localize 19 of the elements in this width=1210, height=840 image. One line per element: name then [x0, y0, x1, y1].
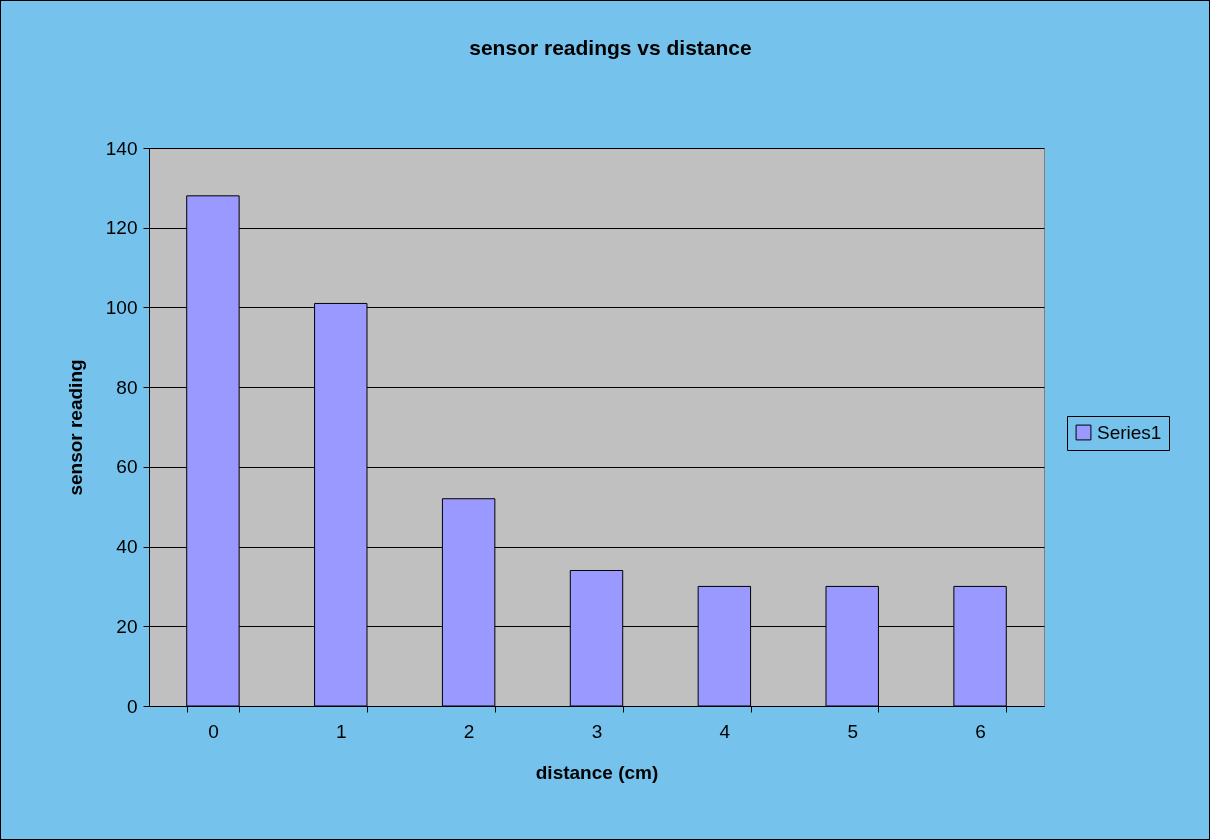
y-tick-label: 100: [105, 296, 138, 318]
y-tick-label: 140: [105, 137, 138, 159]
y-tick-label: 80: [116, 376, 138, 398]
legend-label: Series1: [1097, 421, 1162, 443]
x-tick-label: 4: [719, 720, 731, 742]
y-tick-label: 20: [116, 615, 138, 637]
y-tick-label: 40: [116, 536, 138, 558]
x-axis-title: distance (cm): [535, 761, 659, 783]
x-tick-label: 1: [336, 720, 347, 742]
x-tick-label: 6: [975, 720, 986, 742]
x-tick-label: 5: [847, 720, 858, 742]
y-axis-title: sensor reading: [64, 359, 86, 496]
chart-title: sensor readings vs distance: [469, 36, 752, 59]
y-tick-label: 120: [105, 217, 138, 239]
x-tick-label: 2: [463, 720, 475, 742]
y-tick-label: 0: [126, 695, 138, 717]
x-tick-label: 0: [208, 720, 219, 742]
y-tick-label: 60: [116, 456, 138, 478]
x-tick-label: 3: [591, 720, 603, 742]
